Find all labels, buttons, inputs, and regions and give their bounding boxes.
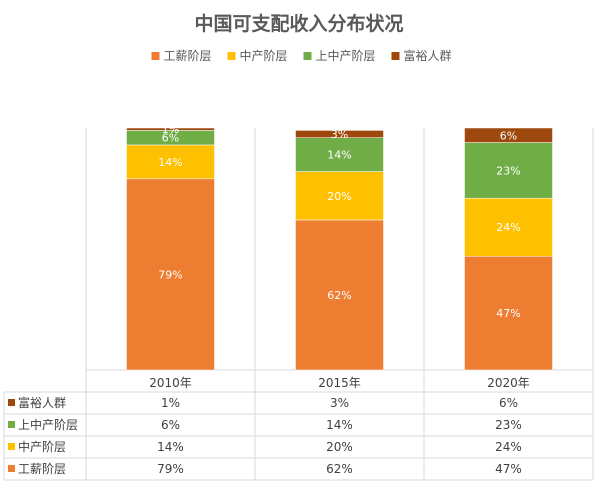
bar-segment [126, 178, 215, 371]
data-label: 47% [496, 307, 520, 320]
data-label: 6% [500, 129, 517, 142]
data-table: 富裕人群 1% 3% 6% 上中产阶层 6% 14% 23% 中产阶层 14% 20% 24% 工薪阶层… [3, 391, 593, 481]
table-cell: 20% [326, 440, 353, 454]
bar-segment [295, 130, 384, 138]
plot-area: 79%14%6%1%2010年62%20%14%3%2015年47%24%23%… [85, 123, 594, 480]
data-label: 3% [331, 128, 348, 141]
bar-segment [295, 219, 384, 371]
table-row: 工薪阶层 79% 62% 47% [8, 462, 522, 476]
table-cell: 3% [330, 396, 349, 410]
bar-segment [464, 197, 553, 257]
table-legend-key [8, 421, 15, 428]
bar-segment [464, 256, 553, 371]
bar-segment [295, 171, 384, 221]
table-cell: 47% [495, 462, 522, 476]
legend-item-s1: 中产阶层 [227, 48, 288, 63]
data-label: 20% [327, 190, 351, 203]
data-label: 24% [496, 221, 520, 234]
data-label: 1% [162, 123, 179, 136]
data-label: 62% [327, 289, 351, 302]
data-label: 6% [162, 132, 179, 145]
x-tick-label: 2010年 [149, 376, 192, 390]
x-tick-label: 2020年 [487, 376, 530, 390]
table-legend-key [8, 465, 15, 472]
table-row-label: 中产阶层 [18, 439, 66, 454]
table-cell: 14% [157, 440, 184, 454]
table-cell: 62% [326, 462, 353, 476]
legend-swatch [391, 52, 400, 60]
table-cell: 14% [326, 418, 353, 432]
table-row-label: 工薪阶层 [18, 462, 66, 476]
chart-title: 中国可支配收入分布状况 [194, 12, 403, 35]
bar-segment [126, 144, 215, 180]
bar-segment [295, 137, 384, 172]
legend-item-s0: 工薪阶层 [151, 49, 212, 63]
legend: 工薪阶层 中产阶层 上中产阶层 富裕人群 [151, 48, 452, 63]
data-label: 14% [327, 149, 351, 162]
x-tick-label: 2015年 [318, 376, 361, 390]
legend-label: 上中产阶层 [316, 48, 376, 63]
legend-label: 工薪阶层 [164, 49, 212, 63]
legend-item-s3: 富裕人群 [391, 48, 452, 63]
legend-item-s2: 上中产阶层 [303, 48, 376, 63]
legend-swatch [303, 52, 312, 60]
table-row: 上中产阶层 6% 14% 23% [8, 417, 522, 432]
table-cell: 1% [161, 396, 180, 410]
table-row-label: 上中产阶层 [18, 417, 78, 432]
legend-label: 中产阶层 [240, 48, 288, 63]
table-cell: 6% [161, 418, 180, 432]
bar-segment [464, 142, 553, 199]
table-cell: 6% [499, 396, 518, 410]
table-cell: 23% [495, 418, 522, 432]
table-cell: 79% [157, 462, 184, 476]
legend-swatch [151, 52, 160, 60]
legend-swatch [227, 52, 236, 60]
table-row: 富裕人群 1% 3% 6% [8, 395, 518, 410]
bar-segment [126, 127, 215, 131]
table-cell: 24% [495, 440, 522, 454]
table-row-label: 富裕人群 [18, 395, 66, 410]
data-label: 79% [158, 268, 182, 281]
table-row: 中产阶层 14% 20% 24% [8, 439, 522, 454]
table-legend-key [8, 399, 15, 406]
data-label: 14% [158, 156, 182, 169]
legend-label: 富裕人群 [404, 48, 452, 63]
data-label: 23% [496, 164, 520, 177]
bar-segment [464, 127, 553, 143]
table-legend-key [8, 443, 15, 450]
